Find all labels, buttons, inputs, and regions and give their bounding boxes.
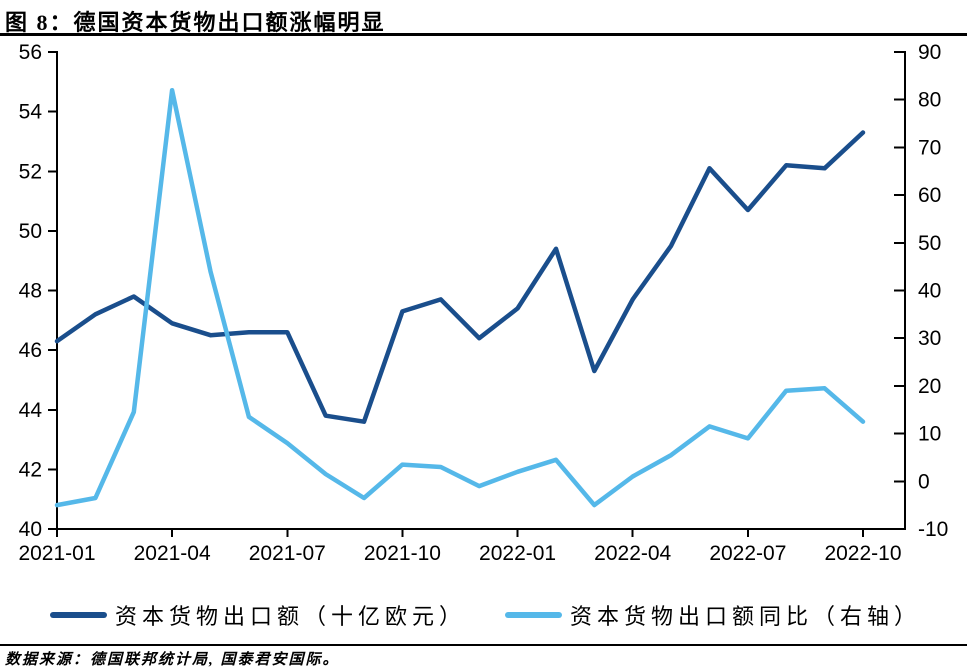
left-axis-tick-label: 40 (19, 518, 42, 541)
right-axis-tick-label: 90 (918, 41, 941, 64)
data-source: 数据来源：德国联邦统计局, 国泰君安国际。 (5, 652, 340, 668)
footer-rule (0, 644, 967, 646)
left-axis-tick-label: 52 (19, 160, 42, 183)
right-axis-tick-label: 30 (918, 327, 941, 350)
chart-legend: 资本货物出口额（十亿欧元） 资本货物出口额同比（右轴） (0, 599, 967, 631)
left-axis-tick-label: 56 (19, 41, 42, 64)
right-axis-tick-label: 60 (918, 184, 941, 207)
right-axis-tick-label: 40 (918, 280, 941, 303)
right-axis-tick-label: 50 (918, 232, 941, 255)
legend-line-swatch (50, 612, 107, 618)
x-axis-tick-label: 2022-10 (824, 542, 901, 565)
x-axis-tick-label: 2021-07 (249, 542, 326, 565)
right-axis-tick-label: 20 (918, 375, 941, 398)
x-axis-tick-label: 2021-10 (364, 542, 441, 565)
left-axis-tick-label: 44 (19, 399, 43, 422)
right-axis-tick-label: -10 (918, 518, 948, 541)
series-line-0 (54, 130, 866, 424)
legend-line-swatch (505, 612, 562, 618)
series-line-1 (54, 87, 866, 508)
right-axis-tick-label: 0 (918, 470, 930, 493)
left-axis-tick-label: 48 (19, 280, 42, 303)
right-axis-tick-label: 10 (918, 423, 941, 446)
legend-item: 资本货物出口额同比（右轴） (505, 599, 921, 631)
x-axis-tick-label: 2022-07 (709, 542, 786, 565)
title-rule (0, 33, 967, 36)
left-axis-tick-label: 46 (19, 339, 42, 362)
left-axis-tick-label: 50 (19, 220, 42, 243)
left-axis-tick-label: 42 (19, 458, 42, 481)
legend-label: 资本货物出口额同比（右轴） (570, 604, 922, 629)
legend-item: 资本货物出口额（十亿欧元） (50, 599, 466, 631)
legend-label: 资本货物出口额（十亿欧元） (115, 604, 467, 629)
right-axis-tick-label: 70 (918, 136, 941, 159)
figure-title: 图 8：德国资本货物出口额涨幅明显 (5, 10, 386, 35)
x-axis-tick-label: 2022-01 (479, 542, 556, 565)
x-axis-tick-label: 2021-04 (134, 542, 211, 565)
right-axis-tick-label: 80 (918, 89, 941, 112)
x-axis-tick-label: 2022-04 (594, 542, 671, 565)
left-axis-tick-label: 54 (19, 101, 43, 124)
x-axis-tick-label: 2021-01 (18, 542, 95, 565)
chart: 56 54 52 50 48 46 44 42 40 90 80 70 60 50 40 30 20 10 0 -10… (18, 41, 948, 565)
